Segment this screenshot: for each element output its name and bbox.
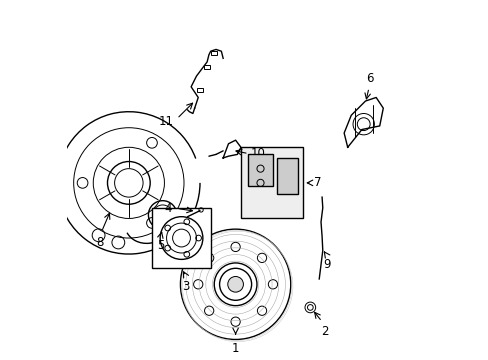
Text: 10: 10 xyxy=(250,147,265,160)
Text: 9: 9 xyxy=(323,258,330,271)
Bar xyxy=(211,51,217,55)
Text: 3: 3 xyxy=(182,280,189,293)
Bar xyxy=(197,88,203,93)
Circle shape xyxy=(227,276,243,292)
Bar xyxy=(276,158,297,194)
Text: 2: 2 xyxy=(320,324,327,338)
FancyBboxPatch shape xyxy=(241,147,303,219)
Bar xyxy=(247,154,272,186)
Text: 5: 5 xyxy=(157,239,164,252)
Bar xyxy=(204,65,209,69)
FancyBboxPatch shape xyxy=(152,208,210,268)
Text: 6: 6 xyxy=(365,72,373,85)
Text: 7: 7 xyxy=(313,176,321,189)
Text: 8: 8 xyxy=(97,235,104,248)
Text: 11: 11 xyxy=(159,115,174,128)
Text: 1: 1 xyxy=(231,342,239,355)
Text: 4: 4 xyxy=(163,202,171,215)
